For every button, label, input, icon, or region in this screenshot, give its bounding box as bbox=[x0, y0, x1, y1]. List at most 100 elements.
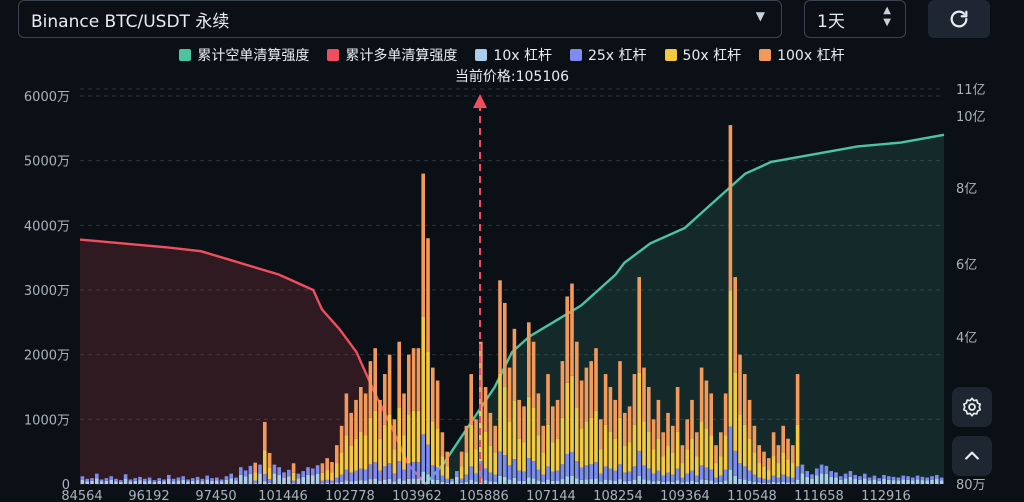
bar-segment bbox=[565, 382, 569, 454]
bar-segment bbox=[143, 481, 147, 484]
bar-segment bbox=[421, 434, 425, 472]
refresh-button[interactable] bbox=[928, 0, 990, 38]
bar-segment bbox=[853, 479, 857, 484]
bar-segment bbox=[834, 472, 838, 478]
bar-segment bbox=[431, 479, 435, 484]
bar-segment bbox=[445, 478, 449, 483]
bar-segment bbox=[90, 478, 94, 481]
bar-segment bbox=[287, 469, 291, 477]
bar-segment bbox=[421, 471, 425, 484]
bar-segment bbox=[522, 480, 526, 484]
bar-segment bbox=[455, 476, 459, 484]
bar-segment bbox=[474, 481, 478, 484]
bar-segment bbox=[426, 238, 430, 352]
legend-label: 25x 杠杆 bbox=[587, 48, 647, 64]
bar-segment bbox=[483, 387, 488, 432]
bar-segment bbox=[512, 328, 517, 401]
legend-item[interactable]: 25x 杠杆 bbox=[569, 44, 647, 66]
bar-segment bbox=[200, 481, 205, 484]
bar-segment bbox=[627, 442, 632, 472]
bar-segment bbox=[719, 475, 723, 482]
market-select[interactable]: Binance BTC/USDT 永续 ▼ bbox=[18, 0, 782, 38]
long-cum-area bbox=[80, 239, 426, 484]
bar-segment bbox=[656, 399, 661, 439]
bar-segment bbox=[498, 280, 502, 375]
y-left-tick: 2000万 bbox=[24, 349, 70, 364]
bar-segment bbox=[431, 421, 435, 466]
bar-segment bbox=[762, 451, 766, 467]
bar-segment bbox=[560, 361, 565, 418]
bar-segment bbox=[767, 470, 771, 480]
bar-segment bbox=[387, 478, 392, 484]
bar-segment bbox=[248, 474, 253, 484]
bar-segment bbox=[368, 361, 373, 418]
bar-segment bbox=[320, 480, 325, 484]
bar-segment bbox=[104, 480, 109, 484]
bar-segment bbox=[435, 380, 440, 429]
bar-segment bbox=[743, 479, 747, 484]
bar-segment bbox=[306, 474, 310, 484]
bar-segment bbox=[632, 374, 637, 425]
legend-item[interactable]: 累计多单清算强度 bbox=[327, 44, 457, 66]
bar-segment bbox=[339, 425, 344, 453]
bar-segment bbox=[603, 466, 608, 480]
bar-segment bbox=[407, 414, 411, 464]
bar-segment bbox=[407, 463, 411, 479]
bar-segment bbox=[239, 467, 243, 475]
bar-segment bbox=[152, 481, 157, 484]
bar-segment bbox=[939, 480, 944, 484]
bar-segment bbox=[690, 470, 694, 481]
bar-segment bbox=[935, 474, 939, 480]
bar-segment bbox=[776, 445, 781, 464]
bar-segment bbox=[594, 348, 598, 411]
bar-segment bbox=[291, 483, 296, 484]
bar-segment bbox=[531, 461, 536, 479]
bar-segment bbox=[440, 475, 445, 482]
bar-segment bbox=[325, 470, 329, 480]
bar-segment bbox=[863, 473, 867, 479]
bar-segment bbox=[167, 474, 171, 480]
bar-segment bbox=[795, 466, 800, 480]
legend-item[interactable]: 10x 杠杆 bbox=[475, 44, 552, 66]
bar-segment bbox=[551, 442, 555, 472]
bar-segment bbox=[781, 425, 785, 453]
bar-segment bbox=[877, 478, 881, 481]
bar-segment bbox=[834, 477, 838, 484]
legend-label: 10x 杠杆 bbox=[493, 48, 552, 64]
bar-segment bbox=[522, 471, 526, 481]
bar-segment bbox=[282, 472, 286, 478]
bar-segment bbox=[392, 481, 397, 484]
bar-segment bbox=[589, 361, 593, 418]
bar-segment bbox=[858, 479, 862, 484]
legend-item[interactable]: 累计空单清算强度 bbox=[179, 44, 309, 66]
legend-item[interactable]: 100x 杠杆 bbox=[759, 44, 845, 66]
bar-segment bbox=[642, 465, 646, 480]
bar-segment bbox=[263, 450, 267, 475]
bar-segment bbox=[776, 477, 781, 483]
bar-segment bbox=[503, 302, 507, 387]
bar-segment bbox=[431, 367, 435, 422]
bar-segment bbox=[647, 431, 651, 469]
bar-segment bbox=[531, 407, 536, 462]
bar-segment bbox=[147, 480, 152, 484]
bar-segment bbox=[911, 477, 915, 481]
settings-button[interactable] bbox=[952, 387, 992, 427]
bar-segment bbox=[555, 480, 560, 484]
bar-segment bbox=[608, 468, 613, 481]
timeframe-select[interactable]: 1天 ▲ ▼ bbox=[804, 0, 906, 38]
current-price-arrow bbox=[473, 94, 487, 108]
y-right-tick: 80万 bbox=[956, 478, 986, 493]
legend-item[interactable]: 50x 杠杆 bbox=[664, 44, 742, 66]
bar-segment bbox=[522, 442, 526, 472]
y-right-tick: 11亿 bbox=[956, 83, 986, 98]
bar-segment bbox=[829, 476, 833, 484]
legend-label: 累计多单清算强度 bbox=[345, 48, 458, 64]
bar-segment bbox=[781, 452, 785, 475]
scroll-top-button[interactable] bbox=[952, 436, 992, 476]
bar-segment bbox=[786, 459, 790, 477]
bar-segment bbox=[517, 470, 521, 481]
gear-icon bbox=[962, 397, 982, 417]
legend-swatch bbox=[327, 49, 340, 61]
legend-label: 50x 杠杆 bbox=[682, 48, 742, 64]
bar-segment bbox=[359, 480, 363, 484]
